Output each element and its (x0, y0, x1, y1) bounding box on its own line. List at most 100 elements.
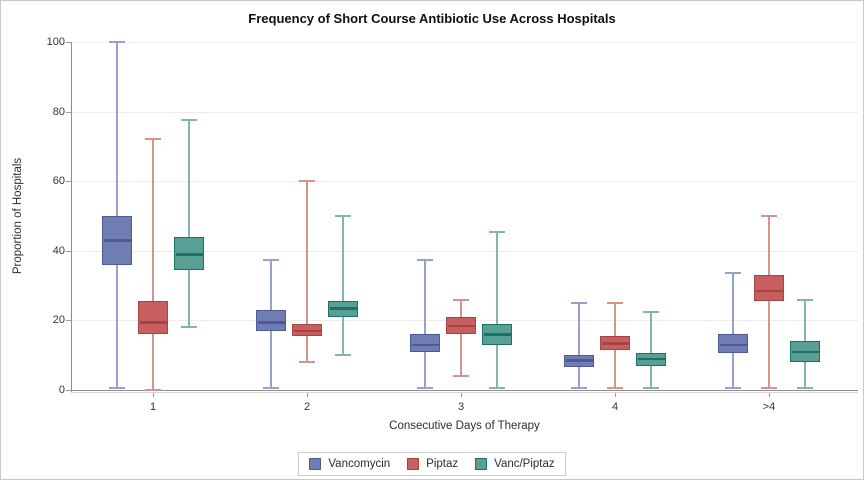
whisker-cap (571, 387, 587, 390)
whisker-line (804, 299, 806, 342)
y-tick (66, 250, 71, 252)
y-tick (66, 320, 71, 322)
x-tick-label: 2 (303, 401, 311, 413)
whisker-cap (145, 138, 161, 141)
box-plot-box (256, 309, 286, 331)
y-tick-label: 20 (52, 314, 65, 327)
gridline (71, 111, 858, 113)
median-line (411, 343, 439, 347)
median-line (103, 239, 131, 242)
median-line (791, 350, 819, 354)
whisker-cap (417, 387, 433, 390)
whisker-line (342, 216, 344, 302)
whisker-cap (489, 230, 505, 233)
whisker-cap (109, 41, 125, 43)
legend-label: Vanc/Piptaz (494, 458, 555, 470)
whisker-line (424, 351, 426, 389)
whisker-line (152, 139, 154, 302)
legend-item: Vanc/Piptaz (475, 458, 555, 470)
median-line (139, 321, 167, 324)
whisker-cap (453, 375, 469, 378)
whisker-cap (725, 387, 741, 390)
legend-label: Piptaz (426, 458, 459, 470)
whisker-line (306, 181, 308, 324)
y-tick-label: 60 (52, 175, 65, 188)
whisker-cap (335, 215, 351, 217)
whisker-line (496, 231, 498, 324)
legend-label: Vancomycin (328, 458, 391, 470)
x-axis-line (71, 390, 858, 391)
whisker-line (650, 365, 652, 389)
whisker-cap (761, 387, 777, 390)
whisker-cap (761, 215, 777, 217)
whisker-line (732, 353, 734, 389)
whisker-line (188, 120, 190, 237)
median-line (293, 329, 321, 333)
whisker-cap (145, 389, 161, 391)
whisker-cap (263, 387, 279, 390)
legend-box: Vancomycin Piptaz Vanc/Piptaz (298, 452, 566, 476)
y-tick (66, 111, 71, 113)
whisker-cap (797, 387, 813, 390)
whisker-line (270, 330, 272, 389)
y-axis-line (71, 42, 72, 392)
legend-item: Piptaz (407, 458, 458, 470)
legend-swatch (475, 458, 488, 470)
median-line (719, 343, 747, 347)
whisker-line (614, 303, 616, 337)
x-tick-label: 3 (457, 401, 465, 413)
gridline (71, 42, 858, 43)
whisker-line (614, 349, 616, 389)
box-plot-box (754, 275, 784, 302)
whisker-cap (797, 298, 813, 301)
whisker-line (578, 367, 580, 389)
x-tick (153, 393, 154, 397)
legend: Vancomycin Piptaz Vanc/Piptaz (1, 452, 863, 476)
y-tick (66, 181, 71, 183)
box-plot-box (410, 334, 440, 352)
whisker-cap (181, 119, 197, 122)
gridline (71, 181, 858, 183)
median-line (483, 333, 511, 336)
whisker-cap (417, 258, 433, 261)
y-tick (66, 42, 71, 43)
whisker-line (578, 303, 580, 356)
median-line (175, 253, 203, 256)
chart-title: Frequency of Short Course Antibiotic Use… (248, 11, 616, 26)
whisker-cap (607, 302, 623, 304)
whisker-line (424, 259, 426, 335)
whisker-line (768, 216, 770, 276)
whisker-line (116, 264, 118, 389)
whisker-cap (489, 387, 505, 390)
whisker-cap (299, 361, 315, 364)
legend-swatch (309, 458, 322, 470)
whisker-cap (725, 272, 741, 275)
whisker-line (496, 344, 498, 389)
x-tick (769, 393, 770, 397)
whisker-line (460, 299, 462, 317)
whisker-line (768, 301, 770, 389)
x-axis-line-shadow (71, 392, 858, 393)
x-tick (307, 393, 308, 397)
whisker-cap (453, 298, 469, 301)
median-line (755, 289, 783, 293)
whisker-cap (299, 180, 315, 183)
whisker-line (804, 362, 806, 389)
legend-item: Vancomycin (309, 458, 390, 470)
whisker-line (460, 334, 462, 377)
whisker-line (732, 273, 734, 335)
x-tick (461, 393, 462, 397)
x-tick-label: 4 (611, 401, 619, 413)
median-line (329, 307, 357, 310)
y-tick (66, 390, 71, 391)
whisker-line (650, 311, 652, 354)
whisker-cap (109, 387, 125, 390)
x-tick-label: >4 (762, 401, 776, 413)
x-axis-title: Consecutive Days of Therapy (389, 420, 540, 432)
y-tick-label: 100 (46, 36, 65, 48)
y-tick-label: 0 (58, 384, 65, 396)
whisker-cap (181, 326, 197, 329)
gridline (71, 250, 858, 252)
whisker-cap (263, 258, 279, 261)
